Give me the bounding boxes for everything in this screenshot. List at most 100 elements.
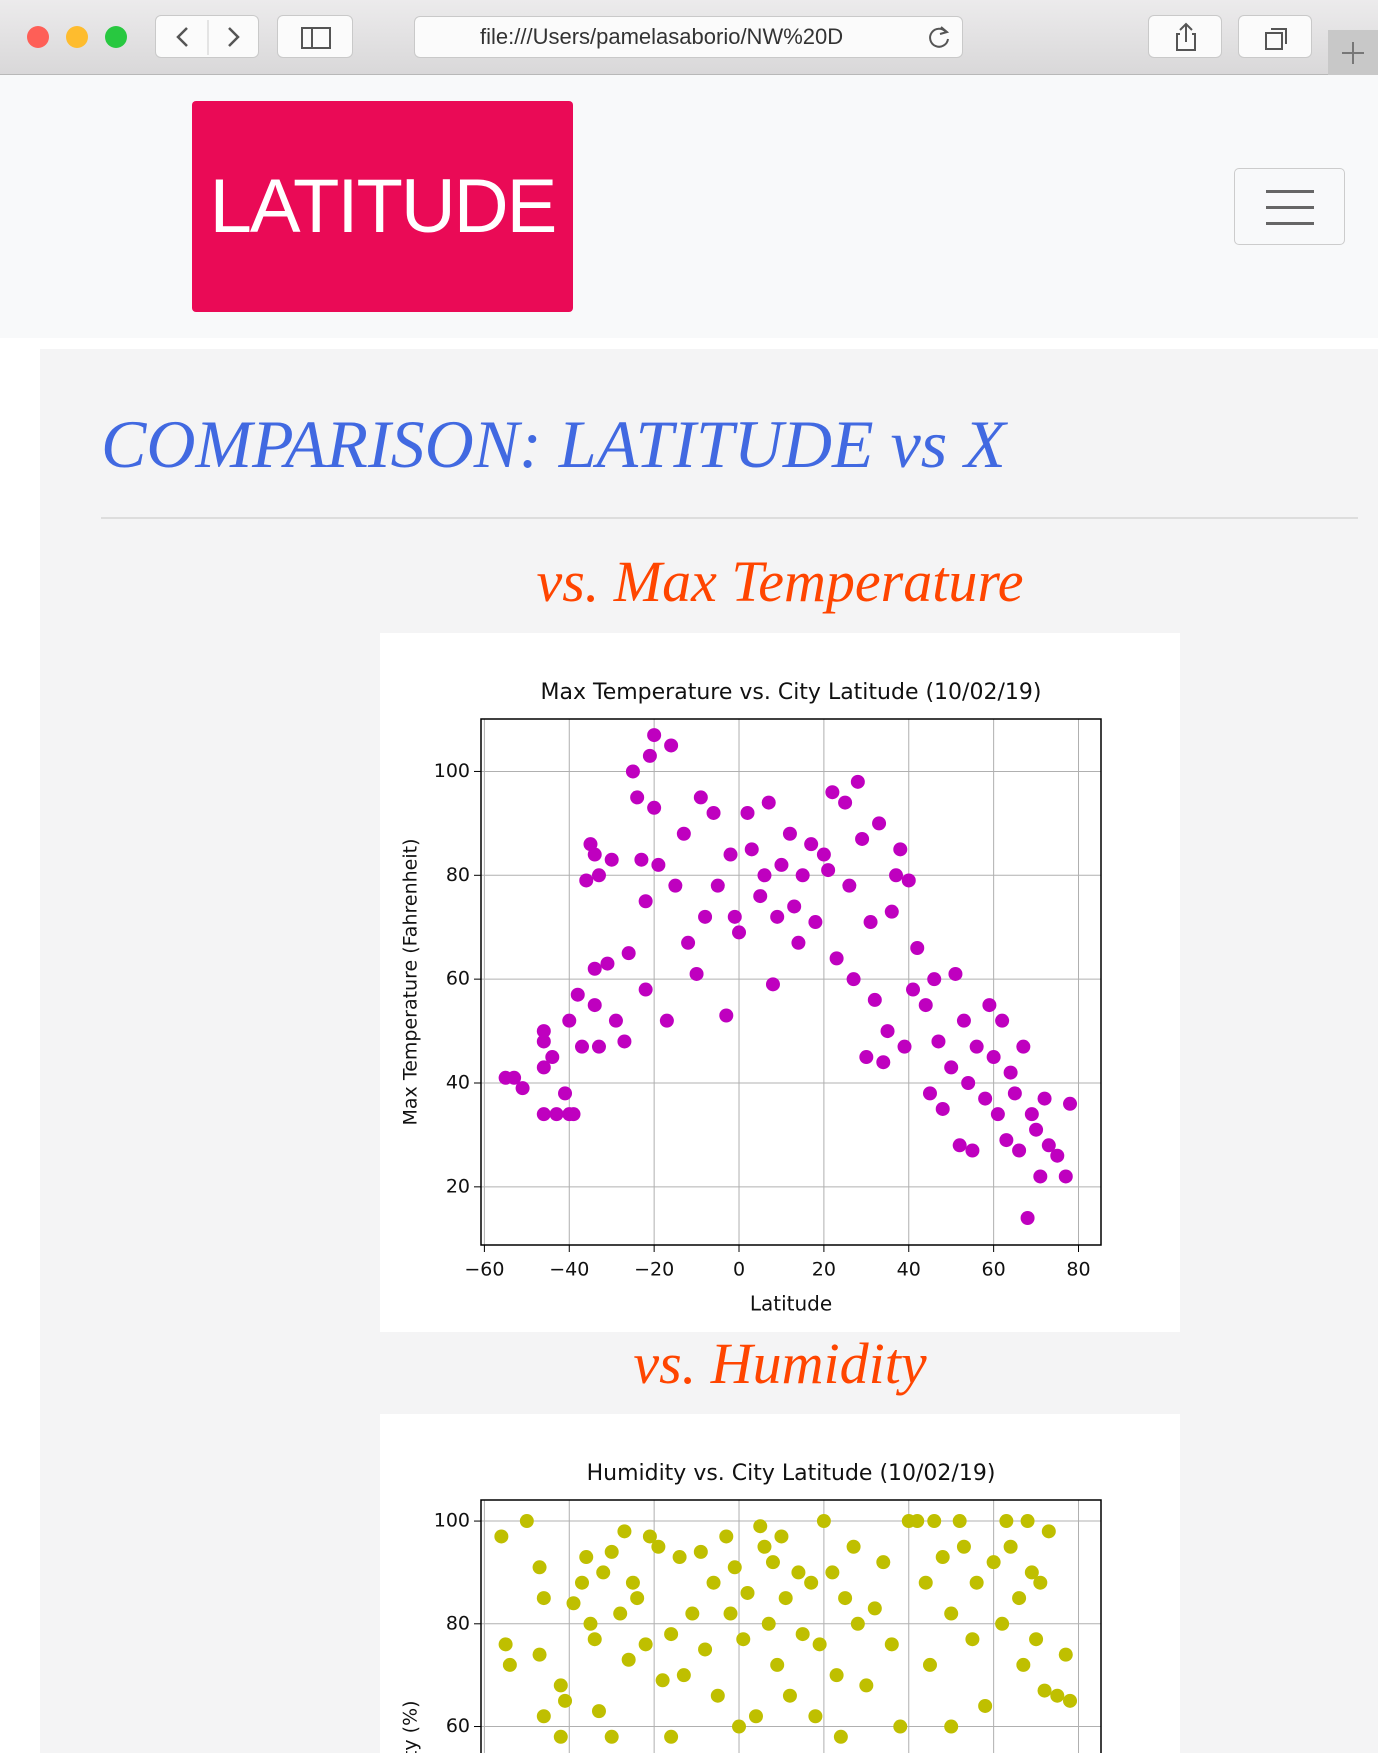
x-tick-label: −60	[464, 1259, 504, 1281]
point	[502, 1657, 517, 1672]
point	[816, 1514, 831, 1529]
zoom-button[interactable]	[105, 26, 127, 48]
menu-toggler[interactable]	[1234, 168, 1345, 245]
browser-toolbar: file:///Users/pamelasaborio/NW%20D	[0, 0, 1378, 75]
point	[761, 795, 776, 810]
point	[549, 1107, 564, 1122]
chart-title: Max Temperature vs. City Latitude (10/02…	[541, 680, 1042, 705]
point	[536, 1024, 551, 1039]
share-button[interactable]	[1148, 15, 1222, 58]
point	[910, 1514, 925, 1529]
x-tick-label: 80	[1066, 1259, 1090, 1281]
point	[574, 1039, 589, 1054]
x-tick-label: 40	[897, 1259, 921, 1281]
point	[664, 738, 679, 753]
point	[647, 800, 662, 815]
y-tick-label: 80	[446, 864, 470, 886]
point	[829, 1668, 844, 1683]
point	[1037, 1683, 1052, 1698]
point	[804, 1575, 819, 1590]
point	[532, 1560, 547, 1575]
point	[1003, 1065, 1018, 1080]
point	[723, 847, 738, 862]
point	[740, 805, 755, 820]
point	[765, 1555, 780, 1570]
y-tick-label: 100	[434, 760, 470, 782]
reload-icon[interactable]	[926, 24, 952, 50]
minimize-button[interactable]	[66, 26, 88, 48]
new-tab-button[interactable]	[1328, 30, 1378, 75]
point	[642, 1529, 657, 1544]
point	[1050, 1688, 1065, 1703]
point	[838, 795, 853, 810]
y-tick-label: 100	[434, 1510, 470, 1532]
point	[812, 1637, 827, 1652]
point	[591, 1039, 606, 1054]
point	[876, 1555, 891, 1570]
point	[562, 1013, 577, 1028]
point	[893, 842, 908, 857]
point	[1016, 1039, 1031, 1054]
point	[651, 1539, 666, 1554]
point	[838, 1591, 853, 1606]
address-bar[interactable]: file:///Users/pamelasaborio/NW%20D	[414, 16, 963, 58]
point	[494, 1529, 509, 1544]
point	[833, 1729, 848, 1744]
point	[634, 852, 649, 867]
point	[676, 826, 691, 841]
point	[770, 909, 785, 924]
point	[638, 1637, 653, 1652]
point	[782, 826, 797, 841]
point	[952, 1138, 967, 1153]
point	[681, 935, 696, 950]
point	[689, 966, 704, 981]
y-axis-label: Max Temperature (Fahrenheit)	[400, 839, 422, 1126]
point	[995, 1616, 1010, 1631]
point	[990, 1107, 1005, 1122]
point	[872, 816, 887, 831]
point	[579, 1550, 594, 1565]
point	[804, 837, 819, 852]
point	[795, 1627, 810, 1642]
point	[655, 1673, 670, 1688]
point	[922, 1086, 937, 1101]
point	[761, 1616, 776, 1631]
point	[536, 1034, 551, 1049]
point	[706, 805, 721, 820]
close-button[interactable]	[27, 26, 49, 48]
point	[876, 1055, 891, 1070]
point	[617, 1034, 632, 1049]
point	[1033, 1575, 1048, 1590]
x-tick-label: −40	[549, 1259, 589, 1281]
point	[867, 1601, 882, 1616]
sidebar-button[interactable]	[277, 15, 353, 58]
point	[591, 1704, 606, 1719]
point	[1012, 1143, 1027, 1158]
point	[710, 1688, 725, 1703]
section-heading: vs. Max Temperature	[536, 549, 1024, 614]
point	[1029, 1122, 1044, 1137]
point	[668, 878, 683, 893]
tabs-button[interactable]	[1238, 15, 1312, 58]
brand[interactable]: LATITUDE	[192, 101, 573, 312]
point	[1041, 1138, 1056, 1153]
point	[545, 1050, 560, 1065]
point	[999, 1514, 1014, 1529]
point	[553, 1729, 568, 1744]
point	[587, 1632, 602, 1647]
point	[944, 1060, 959, 1075]
point	[944, 1719, 959, 1734]
point	[651, 857, 666, 872]
point	[753, 1519, 768, 1534]
point	[910, 940, 925, 955]
point	[774, 857, 789, 872]
point	[591, 868, 606, 883]
point	[753, 889, 768, 904]
point	[956, 1013, 971, 1028]
point	[647, 728, 662, 743]
point	[965, 1632, 980, 1647]
nav-buttons[interactable]	[155, 15, 259, 58]
point	[1058, 1647, 1073, 1662]
point	[978, 1698, 993, 1713]
point	[1029, 1632, 1044, 1647]
